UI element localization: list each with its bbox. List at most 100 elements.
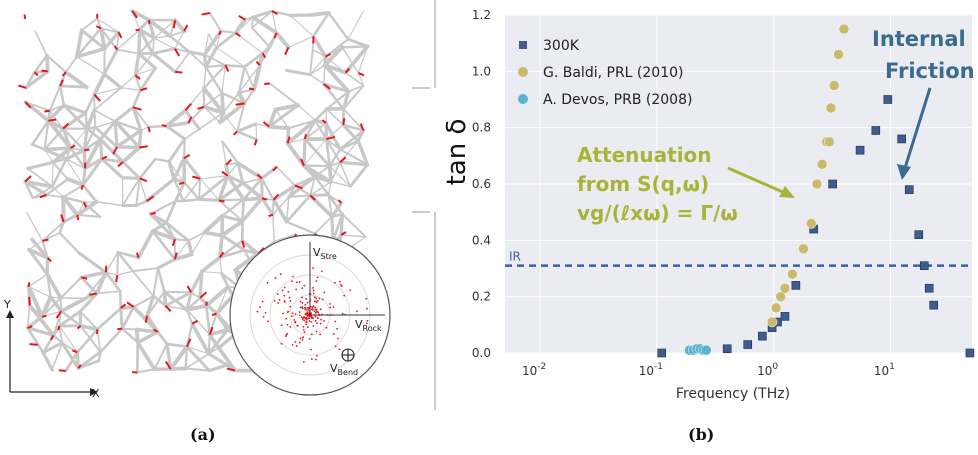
inset-dot [314,320,317,322]
bond [327,181,332,196]
bond [240,196,264,223]
inset-dot [301,302,304,304]
bond [303,138,327,167]
bond [62,195,86,204]
inset-dot [274,277,277,279]
bond [217,173,230,202]
inset-dot [366,319,369,322]
bond [136,330,160,345]
displacement-arrow [187,116,193,124]
bond [26,160,55,171]
inset-dot [289,300,292,302]
legend-label: G. Baldi, PRL (2010) [543,65,683,81]
bond [76,213,102,218]
inset-dot [310,315,312,318]
inset-dot [329,303,331,305]
bond [173,18,186,34]
displacement-arrow [300,158,305,167]
bond [99,27,119,51]
bond [41,296,62,318]
bond [30,143,46,151]
displacement-arrow [150,212,156,215]
bond [203,66,207,90]
bond [357,72,365,87]
bond [134,67,156,76]
bond [48,84,62,112]
inset-dot [302,325,305,328]
inset-dot [332,333,335,335]
inset-dot [283,301,286,303]
bond [75,46,107,59]
displacement-arrow [224,64,230,72]
point-baldi [838,23,850,35]
bond [62,103,88,115]
bond [251,26,272,49]
bond [113,105,135,123]
inset-dot [300,316,303,319]
bond [80,28,107,51]
bond [327,164,333,184]
bond [347,84,365,93]
bond [204,64,227,69]
bond [25,326,56,338]
displacement-arrow [248,87,255,91]
displacement-arrow [140,87,148,92]
inset-dot [302,361,305,363]
legend-marker [519,41,527,49]
displacement-arrow [27,282,31,287]
bond [226,162,239,177]
point-baldi [779,282,791,294]
bond [185,345,211,373]
bond [31,119,50,146]
bond [267,124,291,131]
inset-dot [301,306,304,308]
bond [184,367,211,372]
bond [322,45,345,67]
bond [34,30,48,57]
bond [151,221,168,233]
bond [309,175,316,197]
legend-label: 300K [543,38,580,54]
bond [116,250,135,273]
bond [96,306,123,331]
bond [100,157,125,180]
bond [191,231,205,255]
bond [218,233,224,260]
displacement-arrow [342,118,346,126]
bond [164,121,191,128]
bond [41,350,54,372]
bond [149,199,177,215]
attenuation-arrow [727,166,786,195]
bond [267,107,278,129]
displacement-arrow [59,79,64,87]
inset-dot [305,320,308,323]
inset-dot [319,322,322,325]
bond [344,71,365,87]
displacement-arrow [117,327,123,331]
bond [27,273,48,288]
bond [138,18,151,32]
bond [202,104,226,115]
bond [313,174,333,184]
inset-dot [310,358,313,360]
inset-dot [288,296,291,299]
bond [41,239,49,260]
point-300k [780,312,790,321]
bond [235,130,258,141]
bond [221,64,226,94]
bond [218,239,244,259]
inset-dot [307,326,309,329]
inset-dot [315,280,318,282]
bond [152,267,159,298]
inset-dot [333,281,336,284]
inset-dot [307,313,309,316]
bond [132,295,155,309]
inset-dot [305,309,307,311]
inset-dot [303,316,305,319]
bond [219,30,237,34]
bond [77,251,108,274]
bond [224,162,230,178]
bond [311,49,327,58]
bond [132,270,155,297]
bond [172,252,194,262]
